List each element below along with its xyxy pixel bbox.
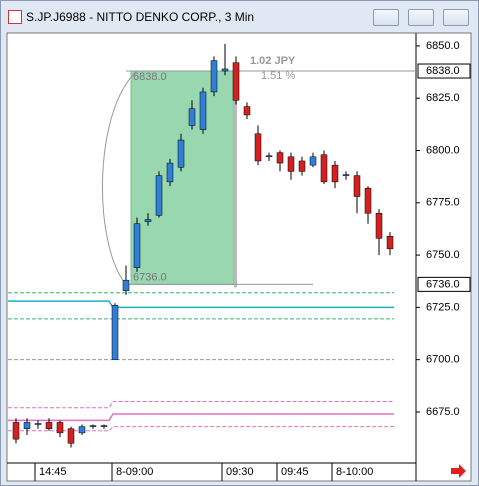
candle-body (45, 422, 53, 429)
candle-body (331, 164, 339, 183)
candle-body (287, 156, 295, 172)
candle-body (111, 305, 119, 360)
chart-area (6, 32, 472, 482)
y-tick-label: 6850.0 (426, 40, 460, 52)
candle-body (276, 152, 284, 164)
price-marker (417, 276, 471, 292)
candle-body (155, 175, 163, 216)
price-marker (417, 63, 471, 79)
candle-body (166, 162, 174, 183)
candle-body (353, 175, 361, 197)
candle-body (78, 426, 86, 434)
measure-change: 1.02 JPY (250, 55, 296, 67)
candle-body (342, 174, 350, 176)
y-tick-label: 6725.0 (426, 301, 460, 313)
price-marker-label: 6838.0 (426, 65, 460, 77)
candle-body (199, 91, 207, 130)
minimize-button[interactable] (373, 9, 399, 26)
y-tick-label: 6775.0 (426, 197, 460, 209)
candle-body (320, 154, 328, 183)
candle-body (243, 106, 251, 116)
title-bar: S.JP.J6988 - NITTO DENKO CORP., 3 Min (1, 1, 478, 31)
candle-body (364, 187, 372, 214)
y-tick-label: 6750.0 (426, 249, 460, 261)
candle-body (309, 156, 317, 166)
candle-body (133, 223, 141, 268)
candle-body (210, 60, 218, 93)
candle-body (221, 68, 229, 72)
candle-body (100, 425, 108, 427)
candle-body (177, 139, 185, 168)
candle-body (34, 423, 42, 425)
x-tick-label: 14:45 (39, 466, 67, 478)
indicator-line (8, 300, 394, 309)
candle-body (122, 279, 130, 291)
indicator-line (8, 401, 394, 409)
x-tick-label: 8-10:00 (336, 466, 373, 478)
candle-body (23, 422, 31, 429)
measure-box (130, 70, 235, 285)
candle-body (188, 108, 196, 126)
candle-body (254, 133, 262, 162)
price-marker-label: 6736.0 (426, 278, 460, 290)
candle-body (232, 62, 240, 101)
y-tick-label: 6700.0 (426, 354, 460, 366)
y-tick-label: 6675.0 (426, 406, 460, 418)
x-tick-label: 09:30 (226, 466, 254, 478)
candle-body (67, 428, 75, 444)
scroll-arrow[interactable] (451, 464, 466, 478)
candle-body (375, 213, 383, 239)
close-button[interactable] (443, 9, 469, 26)
measure-arc (102, 70, 138, 285)
candle-body (386, 236, 394, 250)
y-tick-label: 6825.0 (426, 92, 460, 104)
measure-shadow (234, 74, 237, 288)
x-tick-label: 09:45 (281, 466, 309, 478)
candle-body (12, 422, 20, 440)
candle-body (298, 160, 306, 172)
window-title: S.JP.J6988 - NITTO DENKO CORP., 3 Min (26, 10, 255, 24)
maximize-button[interactable] (408, 9, 434, 26)
x-tick-label: 8-09:00 (116, 466, 153, 478)
candle-body (56, 422, 64, 434)
y-tick-label: 6800.0 (426, 144, 460, 156)
measure-percent: 1.51 % (261, 70, 295, 82)
candle-body (265, 155, 273, 158)
chart: 6675.0 6700.0 6725.0 6750.0 6775.0 6800.0 6825… (6, 32, 472, 482)
measure-low-label: 6736.0 (133, 271, 167, 283)
indicator-line (8, 413, 394, 422)
candle-body (144, 219, 152, 222)
candle-body (89, 425, 97, 427)
window-icon (8, 10, 22, 24)
measure-high-label: 6838.0 (133, 71, 167, 83)
